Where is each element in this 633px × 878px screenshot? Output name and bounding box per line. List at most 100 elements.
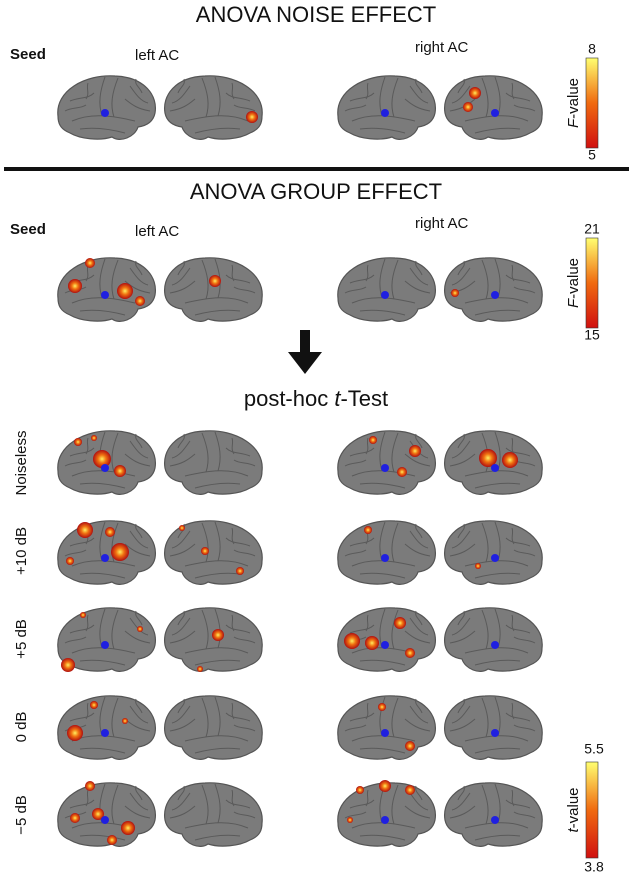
separator bbox=[4, 167, 629, 171]
seed-dot bbox=[101, 554, 109, 562]
activation bbox=[114, 465, 126, 477]
seed-dot bbox=[491, 816, 499, 824]
brain-surface bbox=[337, 75, 437, 140]
brain-surface bbox=[57, 75, 157, 140]
colorbar-min: 5 bbox=[588, 147, 596, 163]
brain-surface bbox=[443, 75, 543, 140]
activation bbox=[107, 835, 117, 845]
activation bbox=[80, 612, 86, 618]
activation bbox=[365, 636, 379, 650]
colorbar-label: t-value bbox=[565, 787, 582, 832]
brain bbox=[57, 257, 157, 322]
brain bbox=[443, 520, 543, 585]
brain-surface bbox=[163, 520, 263, 585]
colorbar-max: 8 bbox=[588, 41, 596, 57]
activation bbox=[117, 283, 133, 299]
activation bbox=[111, 543, 129, 561]
brain bbox=[443, 257, 543, 322]
activation bbox=[179, 525, 185, 531]
brain bbox=[163, 607, 263, 672]
activation bbox=[66, 557, 74, 565]
brain bbox=[443, 782, 543, 847]
activation bbox=[451, 289, 459, 297]
seed-dot bbox=[381, 729, 389, 737]
brain bbox=[337, 607, 437, 672]
activation bbox=[137, 626, 143, 632]
activation bbox=[405, 741, 415, 751]
brain-surface bbox=[337, 430, 437, 495]
colorbar-label: F-value bbox=[565, 78, 582, 128]
arrow bbox=[288, 330, 322, 374]
activation bbox=[67, 725, 83, 741]
section-title: ANOVA NOISE EFFECT bbox=[196, 2, 436, 27]
activation bbox=[77, 522, 93, 538]
activation bbox=[405, 785, 415, 795]
brain bbox=[337, 257, 437, 322]
seed-dot bbox=[101, 109, 109, 117]
activation bbox=[85, 258, 95, 268]
brain-surface bbox=[163, 782, 263, 847]
seed-label: Seed bbox=[10, 46, 46, 63]
brain-surface bbox=[443, 520, 543, 585]
activation bbox=[409, 445, 421, 457]
activation bbox=[90, 701, 98, 709]
seed-dot bbox=[491, 464, 499, 472]
activation bbox=[68, 279, 82, 293]
brain-surface bbox=[337, 520, 437, 585]
brain bbox=[443, 607, 543, 672]
activation bbox=[347, 817, 353, 823]
activation bbox=[369, 436, 377, 444]
colorbar-min: 15 bbox=[584, 327, 600, 343]
brain-surface bbox=[443, 695, 543, 760]
brain-surface bbox=[163, 75, 263, 140]
activation bbox=[394, 617, 406, 629]
brain bbox=[337, 430, 437, 495]
brain bbox=[163, 695, 263, 760]
activation bbox=[121, 821, 135, 835]
activation bbox=[236, 567, 244, 575]
brain-images bbox=[57, 75, 543, 847]
brain bbox=[163, 75, 263, 140]
brain bbox=[163, 430, 263, 495]
activation bbox=[356, 786, 364, 794]
brain bbox=[337, 75, 437, 140]
seed-dot bbox=[491, 729, 499, 737]
activation bbox=[463, 102, 473, 112]
section-title: ANOVA GROUP EFFECT bbox=[190, 179, 442, 204]
colorbar-max: 5.5 bbox=[584, 741, 604, 757]
colorbar bbox=[585, 57, 599, 149]
colorbar-min: 3.8 bbox=[584, 859, 604, 875]
row-label: +10 dB bbox=[13, 527, 30, 575]
brain-surface bbox=[163, 695, 263, 760]
seed-dot bbox=[101, 816, 109, 824]
row-label: Noiseless bbox=[13, 430, 30, 495]
seed-name: right AC bbox=[415, 215, 469, 232]
colorbar-max: 21 bbox=[584, 221, 600, 237]
seed-dot bbox=[381, 816, 389, 824]
seed-dot bbox=[491, 291, 499, 299]
activation bbox=[475, 563, 481, 569]
brain bbox=[57, 75, 157, 140]
brain-surface bbox=[443, 257, 543, 322]
section-group: ANOVA GROUP EFFECT Seed left AC right AC… bbox=[10, 179, 600, 343]
seed-dot bbox=[101, 641, 109, 649]
activation bbox=[201, 547, 209, 555]
seed-dot bbox=[381, 291, 389, 299]
brain bbox=[57, 607, 157, 672]
activation bbox=[379, 780, 391, 792]
activation bbox=[502, 452, 518, 468]
seed-dot bbox=[491, 554, 499, 562]
brain-surface bbox=[337, 695, 437, 760]
activation bbox=[209, 275, 221, 287]
brain bbox=[337, 780, 437, 847]
row-label: −5 dB bbox=[13, 795, 30, 835]
seed-dot bbox=[101, 729, 109, 737]
seed-dot bbox=[491, 109, 499, 117]
seed-name: left AC bbox=[135, 47, 179, 64]
section-noise: ANOVA NOISE EFFECT Seed left AC right AC… bbox=[10, 2, 599, 163]
brain bbox=[337, 520, 437, 585]
brain bbox=[443, 695, 543, 760]
row-label: +5 dB bbox=[13, 619, 30, 659]
activation bbox=[479, 449, 497, 467]
brain-surface bbox=[443, 782, 543, 847]
